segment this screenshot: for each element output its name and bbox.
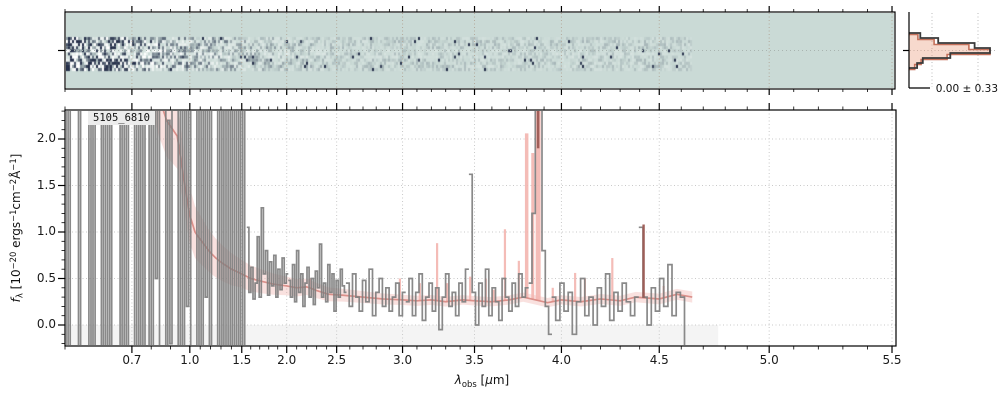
flux-spectrum-line <box>66 111 686 345</box>
zero-level-shading <box>65 325 719 346</box>
x-tick-label: 1.0 <box>180 353 200 367</box>
y-tick-label: 1.5 <box>36 177 56 192</box>
x-tick-label: 2.5 <box>327 353 347 367</box>
y-tick-label: 0.0 <box>36 317 56 331</box>
x-tick-label: 3.0 <box>393 353 413 367</box>
spectrum-2d-noise <box>66 13 894 88</box>
y-tick-label: 0.5 <box>36 270 56 285</box>
x-tick-label: 2.0 <box>277 353 297 367</box>
x-axis-label: λobs [μm] <box>454 373 510 389</box>
x-tick-label: 4.5 <box>649 353 669 367</box>
x-tick-label: 4.0 <box>551 353 571 367</box>
x-tick-label: 0.7 <box>122 353 142 367</box>
y-tick-label: 1.0 <box>36 224 56 238</box>
emission-line-marks-dark <box>536 111 645 298</box>
model-uncertainty-band <box>151 111 693 308</box>
residual-stats-label: 0.00 ± 0.33 <box>935 83 998 95</box>
y-tick-label: 2.0 <box>36 131 56 145</box>
x-tick-label: 5.0 <box>759 353 779 367</box>
emission-line-marks <box>308 111 665 302</box>
gridlines <box>65 13 896 346</box>
x-tick-label: 1.5 <box>232 353 252 367</box>
x-tick-label: 3.5 <box>464 353 485 367</box>
axis-ticks <box>58 6 909 353</box>
y-axis-label: fλ [10−20 ergs−1cm−2Å−1] <box>8 153 25 303</box>
residual-histogram <box>908 12 996 89</box>
source-id-annotation: 5105_6810 <box>88 111 155 125</box>
x-tick-label: 5.5 <box>882 353 902 367</box>
